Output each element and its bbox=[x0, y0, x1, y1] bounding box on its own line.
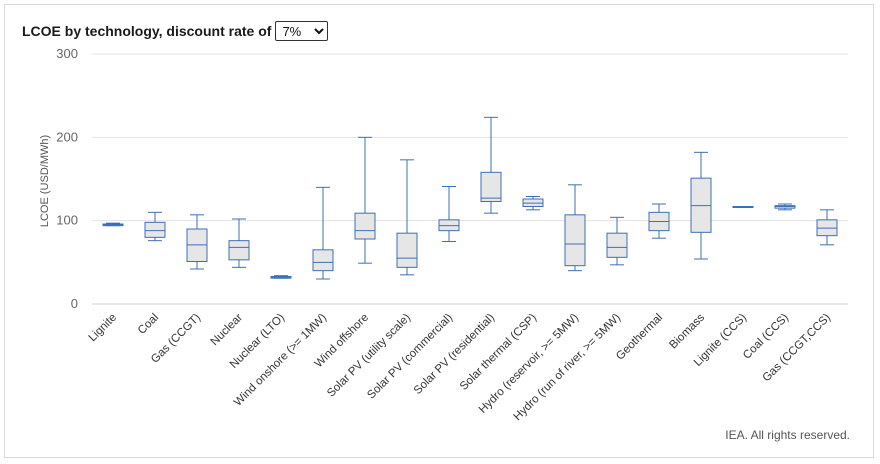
box-iqr bbox=[606, 232, 628, 258]
box-iqr bbox=[228, 240, 250, 261]
y-tick-label: 100 bbox=[56, 213, 78, 228]
x-category-label: Lignite bbox=[87, 312, 119, 344]
y-axis-title: LCOE (USD/MWh) bbox=[39, 135, 51, 227]
x-category-label: Nuclear bbox=[209, 312, 246, 349]
discount-rate-select[interactable]: 3%7%10% bbox=[275, 21, 329, 41]
chart-title: LCOE by technology, discount rate of bbox=[22, 23, 272, 39]
y-tick-label: 0 bbox=[71, 296, 78, 311]
x-category-label: Solar thermal (CSP) bbox=[458, 312, 539, 393]
box-iqr bbox=[144, 221, 166, 238]
box-iqr bbox=[480, 171, 502, 202]
box-iqr bbox=[312, 249, 334, 272]
y-tick-label: 200 bbox=[56, 129, 78, 144]
x-category-label: Biomass bbox=[667, 311, 707, 351]
x-category-label: Solar PV (utility scale) bbox=[325, 312, 413, 400]
box-iqr bbox=[354, 212, 376, 240]
x-category-label: Solar PV (commercial) bbox=[365, 312, 455, 402]
y-tick-label: 300 bbox=[56, 46, 78, 61]
copyright-note: IEA. All rights reserved. bbox=[725, 428, 850, 442]
x-category-label: Coal bbox=[136, 312, 161, 337]
box-iqr bbox=[564, 214, 586, 267]
box-iqr bbox=[396, 232, 418, 268]
chart-title-row: LCOE by technology, discount rate of 3%7… bbox=[22, 20, 329, 42]
x-category-label: Solar PV (residential) bbox=[412, 312, 497, 397]
